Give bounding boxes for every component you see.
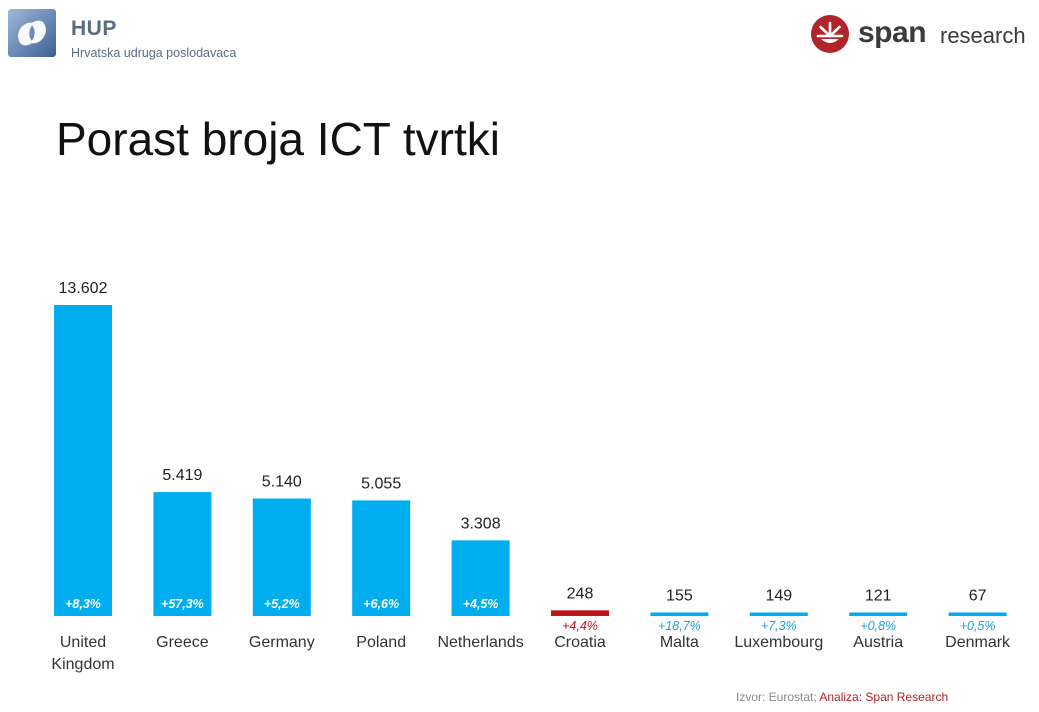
growth-label-austria: +0,8% bbox=[860, 619, 896, 633]
bar-croatia bbox=[551, 610, 609, 616]
growth-label-united-kingdom: +8,3% bbox=[65, 597, 101, 611]
value-label-croatia: 248 bbox=[567, 585, 594, 602]
category-label-united-kingdom: Kingdom bbox=[51, 656, 114, 673]
bar-germany bbox=[252, 498, 311, 616]
hup-name: HUP bbox=[71, 17, 117, 40]
bar-united-kingdom bbox=[54, 305, 112, 616]
span-research-label: research bbox=[940, 23, 1026, 48]
bar-greece bbox=[153, 492, 212, 616]
growth-label-germany: +5,2% bbox=[264, 597, 300, 611]
category-label-netherlands: Netherlands bbox=[437, 634, 523, 651]
value-label-luxembourg: 149 bbox=[765, 588, 792, 605]
hup-subtitle: Hrvatska udruga poslodavaca bbox=[71, 46, 237, 60]
span-brand: span bbox=[858, 16, 927, 49]
category-label-denmark: Denmark bbox=[945, 634, 1011, 651]
growth-label-greece: +57,3% bbox=[161, 597, 204, 611]
source-note: Izvor: Eurostat; Analiza: Span Research bbox=[736, 690, 948, 704]
bar-poland bbox=[352, 500, 411, 616]
growth-label-luxembourg: +7,3% bbox=[761, 619, 797, 633]
span-logo-icon bbox=[811, 15, 849, 53]
value-label-netherlands: 3.308 bbox=[461, 515, 501, 532]
growth-label-poland: +6,6% bbox=[363, 597, 399, 611]
category-label-croatia: Croatia bbox=[554, 634, 606, 651]
growth-label-netherlands: +4,5% bbox=[463, 597, 499, 611]
value-label-denmark: 67 bbox=[969, 588, 987, 605]
bar-netherlands bbox=[451, 540, 510, 616]
growth-label-denmark: +0,5% bbox=[960, 619, 996, 633]
value-label-greece: 5.419 bbox=[162, 467, 202, 484]
value-label-malta: 155 bbox=[666, 587, 693, 604]
growth-label-croatia: +4,4% bbox=[562, 619, 598, 633]
bar-austria bbox=[849, 612, 908, 616]
category-label-luxembourg: Luxembourg bbox=[734, 634, 823, 651]
category-label-austria: Austria bbox=[853, 634, 903, 651]
category-label-germany: Germany bbox=[249, 634, 315, 651]
category-label-greece: Greece bbox=[156, 634, 209, 651]
value-label-poland: 5.055 bbox=[361, 475, 401, 492]
page-title: Porast broja ICT tvrtki bbox=[56, 113, 500, 165]
bar-malta bbox=[650, 612, 709, 616]
value-label-united-kingdom: 13.602 bbox=[59, 280, 108, 297]
growth-label-malta: +18,7% bbox=[658, 619, 701, 633]
analysis-label: Analiza: Span Research bbox=[819, 690, 949, 704]
category-label-malta: Malta bbox=[660, 634, 699, 651]
value-label-germany: 5.140 bbox=[262, 473, 302, 490]
category-label-united-kingdom: United bbox=[60, 634, 106, 651]
value-label-austria: 121 bbox=[865, 588, 892, 605]
bar-denmark bbox=[948, 612, 1007, 616]
bar-luxembourg bbox=[749, 612, 808, 616]
source-label: Izvor: Eurostat; bbox=[736, 690, 817, 704]
category-label-poland: Poland bbox=[356, 634, 406, 651]
hup-logo-icon bbox=[8, 9, 56, 57]
